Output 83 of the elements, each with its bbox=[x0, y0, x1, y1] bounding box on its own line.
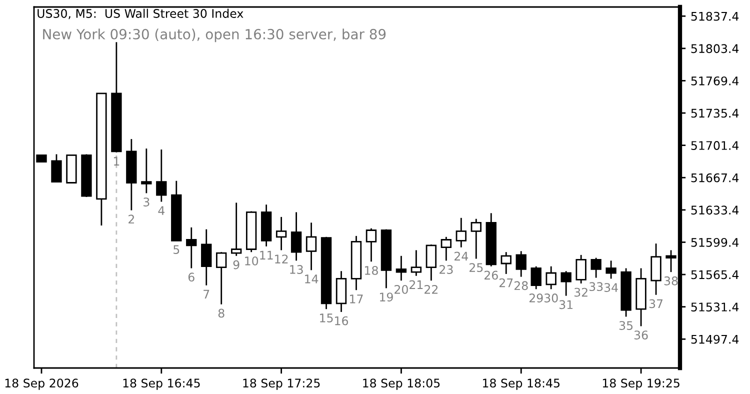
candlestick bbox=[231, 202, 242, 257]
y-tick-label: 51667.4 bbox=[691, 173, 739, 182]
text: 17 bbox=[350, 294, 363, 304]
text: 23 bbox=[440, 265, 453, 274]
x-tick-label: 18 Sep 16:45 bbox=[123, 378, 200, 390]
text: 33 bbox=[589, 282, 603, 292]
y-tick-label: 51531.4 bbox=[691, 302, 739, 312]
text: 5 bbox=[174, 245, 180, 254]
chart-title: US30, M5: US Wall Street 30 Index bbox=[38, 8, 244, 20]
text: 10 bbox=[245, 256, 258, 266]
text: 9 bbox=[233, 260, 240, 270]
candlestick bbox=[546, 266, 556, 290]
candlestick bbox=[576, 254, 586, 284]
candlestick bbox=[516, 250, 526, 278]
candlestick bbox=[51, 154, 62, 182]
y-tick-label: 51735.4 bbox=[691, 108, 739, 118]
text: 32 bbox=[574, 288, 588, 297]
text: 13 bbox=[290, 265, 303, 274]
text: 2 bbox=[128, 214, 134, 224]
x-tick-label: 18 Sep 18:05 bbox=[363, 378, 440, 390]
text: 22 bbox=[424, 284, 438, 294]
text: 20 bbox=[394, 284, 408, 294]
text: 34 bbox=[604, 283, 618, 292]
text: 11 bbox=[260, 250, 273, 260]
y-tick-label: 51565.4 bbox=[691, 270, 739, 280]
y-tick-label: 51599.4 bbox=[691, 238, 739, 247]
candlestick bbox=[500, 251, 512, 275]
x-tick-label: 18 Sep 19:25 bbox=[602, 378, 680, 390]
text: 35 bbox=[619, 321, 633, 330]
text: 15 bbox=[320, 314, 333, 322]
candlestick bbox=[470, 218, 482, 260]
candlestick bbox=[530, 266, 542, 290]
text: 29 bbox=[529, 294, 543, 302]
text: 19 bbox=[380, 292, 393, 302]
candlestick bbox=[560, 270, 572, 296]
text: 24 bbox=[454, 252, 468, 260]
candlestick bbox=[216, 251, 227, 306]
text: 27 bbox=[499, 278, 513, 288]
candlestick bbox=[606, 260, 616, 280]
candlestick bbox=[366, 228, 377, 262]
candlestick bbox=[276, 216, 287, 251]
text: 36 bbox=[634, 330, 648, 340]
text: 3 bbox=[144, 198, 150, 207]
text: 31 bbox=[559, 300, 573, 310]
candlestick bbox=[426, 244, 437, 282]
y-tick-label: 51497.4 bbox=[691, 334, 739, 344]
candlestick bbox=[456, 217, 467, 248]
text: 30 bbox=[544, 294, 558, 302]
candlestick bbox=[186, 226, 197, 269]
text: 21 bbox=[410, 280, 423, 289]
text: 18 bbox=[365, 266, 378, 275]
text: 12 bbox=[275, 254, 288, 264]
y-tick-label: 51633.4 bbox=[691, 206, 739, 215]
text: 25 bbox=[470, 263, 483, 272]
y-tick-label: 51803.4 bbox=[691, 44, 739, 54]
text: 16 bbox=[335, 316, 348, 326]
x-tick-label: 18 Sep 18:45 bbox=[483, 378, 560, 390]
candlestick bbox=[396, 255, 407, 282]
candlestick bbox=[156, 148, 167, 202]
x-tick-label: 18 Sep 2026 bbox=[5, 378, 78, 390]
candlestick bbox=[201, 228, 212, 286]
text: 6 bbox=[188, 272, 194, 282]
candlestick bbox=[590, 257, 602, 278]
text: 38 bbox=[664, 276, 678, 286]
text: 26 bbox=[484, 270, 498, 280]
text: 28 bbox=[514, 281, 528, 290]
candlestick bbox=[650, 242, 662, 296]
text: 4 bbox=[158, 206, 164, 215]
candlestick bbox=[290, 212, 302, 262]
text: 37 bbox=[649, 299, 663, 308]
y-tick-label: 51837.4 bbox=[691, 12, 739, 21]
candlestick bbox=[440, 236, 452, 262]
text: 7 bbox=[204, 290, 210, 298]
x-tick-label: 18 Sep 17:25 bbox=[243, 378, 320, 390]
y-tick-label: 51769.4 bbox=[691, 76, 739, 86]
candlestick bbox=[141, 148, 152, 194]
candlestick bbox=[306, 222, 317, 271]
y-tick-label: 51701.4 bbox=[691, 141, 739, 150]
text: New York 09:30 (auto), open 16:30 server, bar 89 bbox=[43, 28, 386, 42]
text: 8 bbox=[218, 308, 224, 318]
text: 1 bbox=[114, 156, 120, 166]
candlestick bbox=[410, 250, 422, 277]
text: 14 bbox=[305, 274, 318, 284]
